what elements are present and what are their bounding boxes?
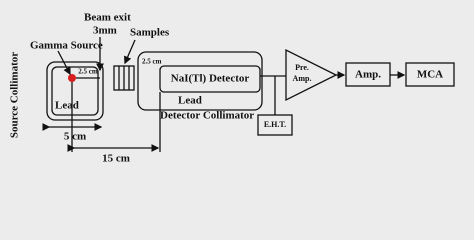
samples-pointer [124, 39, 136, 65]
beam-exit-label: Beam exit [84, 12, 131, 24]
gamma-source [68, 74, 76, 82]
preamp [285, 48, 338, 102]
source-gap-label: 2.5 cm [78, 68, 98, 76]
detector-collimator [137, 51, 263, 111]
width-label: 5 cm [64, 131, 86, 143]
distance-label: 15 cm [102, 153, 130, 165]
amp-label: Amp. [355, 69, 381, 81]
eht-box [257, 114, 293, 136]
detector-collimator-label: Detector Collimator [160, 110, 254, 122]
source-collimator [46, 61, 104, 121]
samples-label: Samples [130, 27, 170, 39]
preamp-label: Pre. [295, 63, 309, 72]
preamp-label: Amp. [293, 74, 312, 83]
source-lead-label: Lead [55, 100, 79, 112]
gamma-pointer [57, 50, 71, 76]
detector-label: NaI(Tl) Detector [171, 73, 250, 85]
mca-box [405, 62, 455, 87]
mca-label: MCA [417, 69, 443, 81]
background [0, 0, 474, 167]
source-collimator-inner [51, 66, 99, 116]
eht-label: E.H.T. [264, 120, 286, 129]
gamma-source-label: Gamma Source [30, 40, 103, 52]
source-collimator-label: Source Collimator [9, 52, 21, 138]
beam-exit-size-label: 3mm [93, 25, 117, 37]
diagram: Source Collimator Lead 2.5 cm Gamma Sour… [0, 0, 474, 167]
detector-gap-label: 2.5 cm [142, 58, 162, 66]
detector [159, 65, 261, 93]
detector-lead-label: Lead [178, 95, 202, 107]
